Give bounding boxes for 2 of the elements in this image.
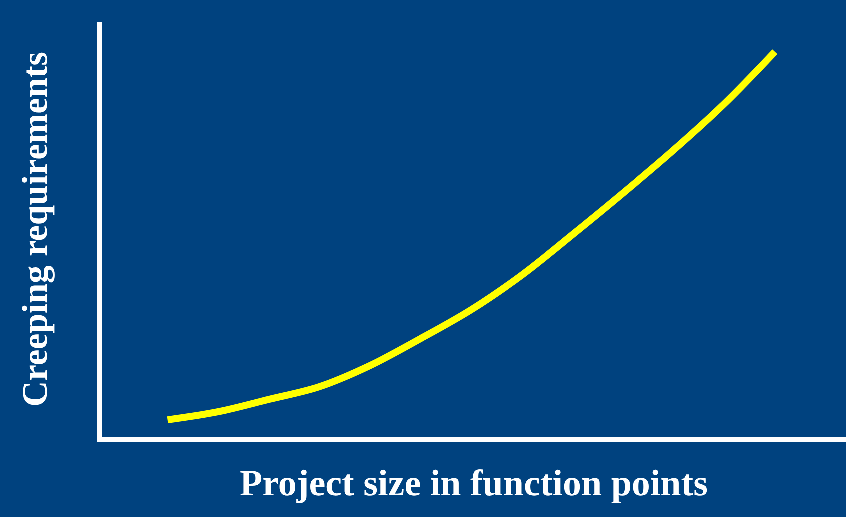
y-axis-title: Creeping requirements bbox=[14, 52, 55, 407]
x-axis-title: Project size in function points bbox=[240, 463, 708, 504]
